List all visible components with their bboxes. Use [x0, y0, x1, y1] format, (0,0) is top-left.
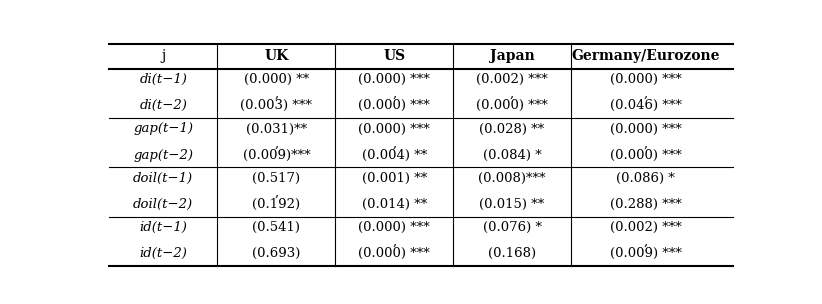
Text: (0.009) ***: (0.009) *** — [610, 247, 681, 260]
Text: UK: UK — [264, 49, 289, 63]
Text: (0.031)**: (0.031)** — [246, 123, 307, 136]
Text: ,: , — [510, 87, 514, 100]
Text: ,: , — [275, 185, 279, 199]
Text: ,: , — [644, 235, 648, 248]
Text: gap(t−1): gap(t−1) — [133, 123, 193, 136]
Text: (0.084) *: (0.084) * — [483, 149, 542, 162]
Text: (0.000) **: (0.000) ** — [243, 73, 309, 86]
Text: doil(t−2): doil(t−2) — [133, 198, 193, 211]
Text: (0.000) ***: (0.000) *** — [476, 99, 548, 112]
Text: (0.002) ***: (0.002) *** — [476, 73, 548, 86]
Text: (0.168): (0.168) — [488, 247, 536, 260]
Text: gap(t−2): gap(t−2) — [133, 149, 193, 162]
Text: (0.541): (0.541) — [252, 221, 300, 234]
Text: id(t−1): id(t−1) — [140, 221, 187, 234]
Text: ,: , — [275, 136, 279, 149]
Text: (0.003) ***: (0.003) *** — [240, 99, 312, 112]
Text: ,: , — [392, 235, 396, 248]
Text: j: j — [161, 49, 165, 63]
Text: (0.000) ***: (0.000) *** — [358, 247, 430, 260]
Text: (0.000) ***: (0.000) *** — [358, 221, 430, 234]
Text: (0.002) ***: (0.002) *** — [610, 221, 681, 234]
Text: (0.000) ***: (0.000) *** — [610, 123, 681, 136]
Text: (0.015) **: (0.015) ** — [479, 198, 545, 211]
Text: doil(t−1): doil(t−1) — [133, 172, 193, 185]
Text: di(t−1): di(t−1) — [140, 73, 187, 86]
Text: (0.517): (0.517) — [252, 172, 300, 185]
Text: ,: , — [275, 87, 279, 100]
Text: Germany/Eurozone: Germany/Eurozone — [571, 49, 720, 63]
Text: (0.000) ***: (0.000) *** — [358, 73, 430, 86]
Text: (0.000) ***: (0.000) *** — [358, 123, 430, 136]
Text: (0.001) **: (0.001) ** — [362, 172, 427, 185]
Text: id(t−2): id(t−2) — [140, 247, 187, 260]
Text: (0.008)***: (0.008)*** — [478, 172, 546, 185]
Text: (0.009)***: (0.009)*** — [242, 149, 310, 162]
Text: (0.028) **: (0.028) ** — [479, 123, 545, 136]
Text: ,: , — [392, 136, 396, 149]
Text: ,: , — [392, 87, 396, 100]
Text: (0.693): (0.693) — [252, 247, 301, 260]
Text: (0.076) *: (0.076) * — [483, 221, 542, 234]
Text: (0.288) ***: (0.288) *** — [610, 198, 681, 211]
Text: (0.000) ***: (0.000) *** — [610, 149, 681, 162]
Text: (0.004) **: (0.004) ** — [362, 149, 427, 162]
Text: (0.192): (0.192) — [252, 198, 300, 211]
Text: (0.086) *: (0.086) * — [616, 172, 675, 185]
Text: Japan: Japan — [490, 49, 534, 63]
Text: (0.046) ***: (0.046) *** — [610, 99, 681, 112]
Text: (0.014) **: (0.014) ** — [362, 198, 427, 211]
Text: ,: , — [644, 136, 648, 149]
Text: (0.000) ***: (0.000) *** — [358, 99, 430, 112]
Text: ,: , — [644, 87, 648, 100]
Text: di(t−2): di(t−2) — [140, 99, 187, 112]
Text: (0.000) ***: (0.000) *** — [610, 73, 681, 86]
Text: US: US — [383, 49, 405, 63]
